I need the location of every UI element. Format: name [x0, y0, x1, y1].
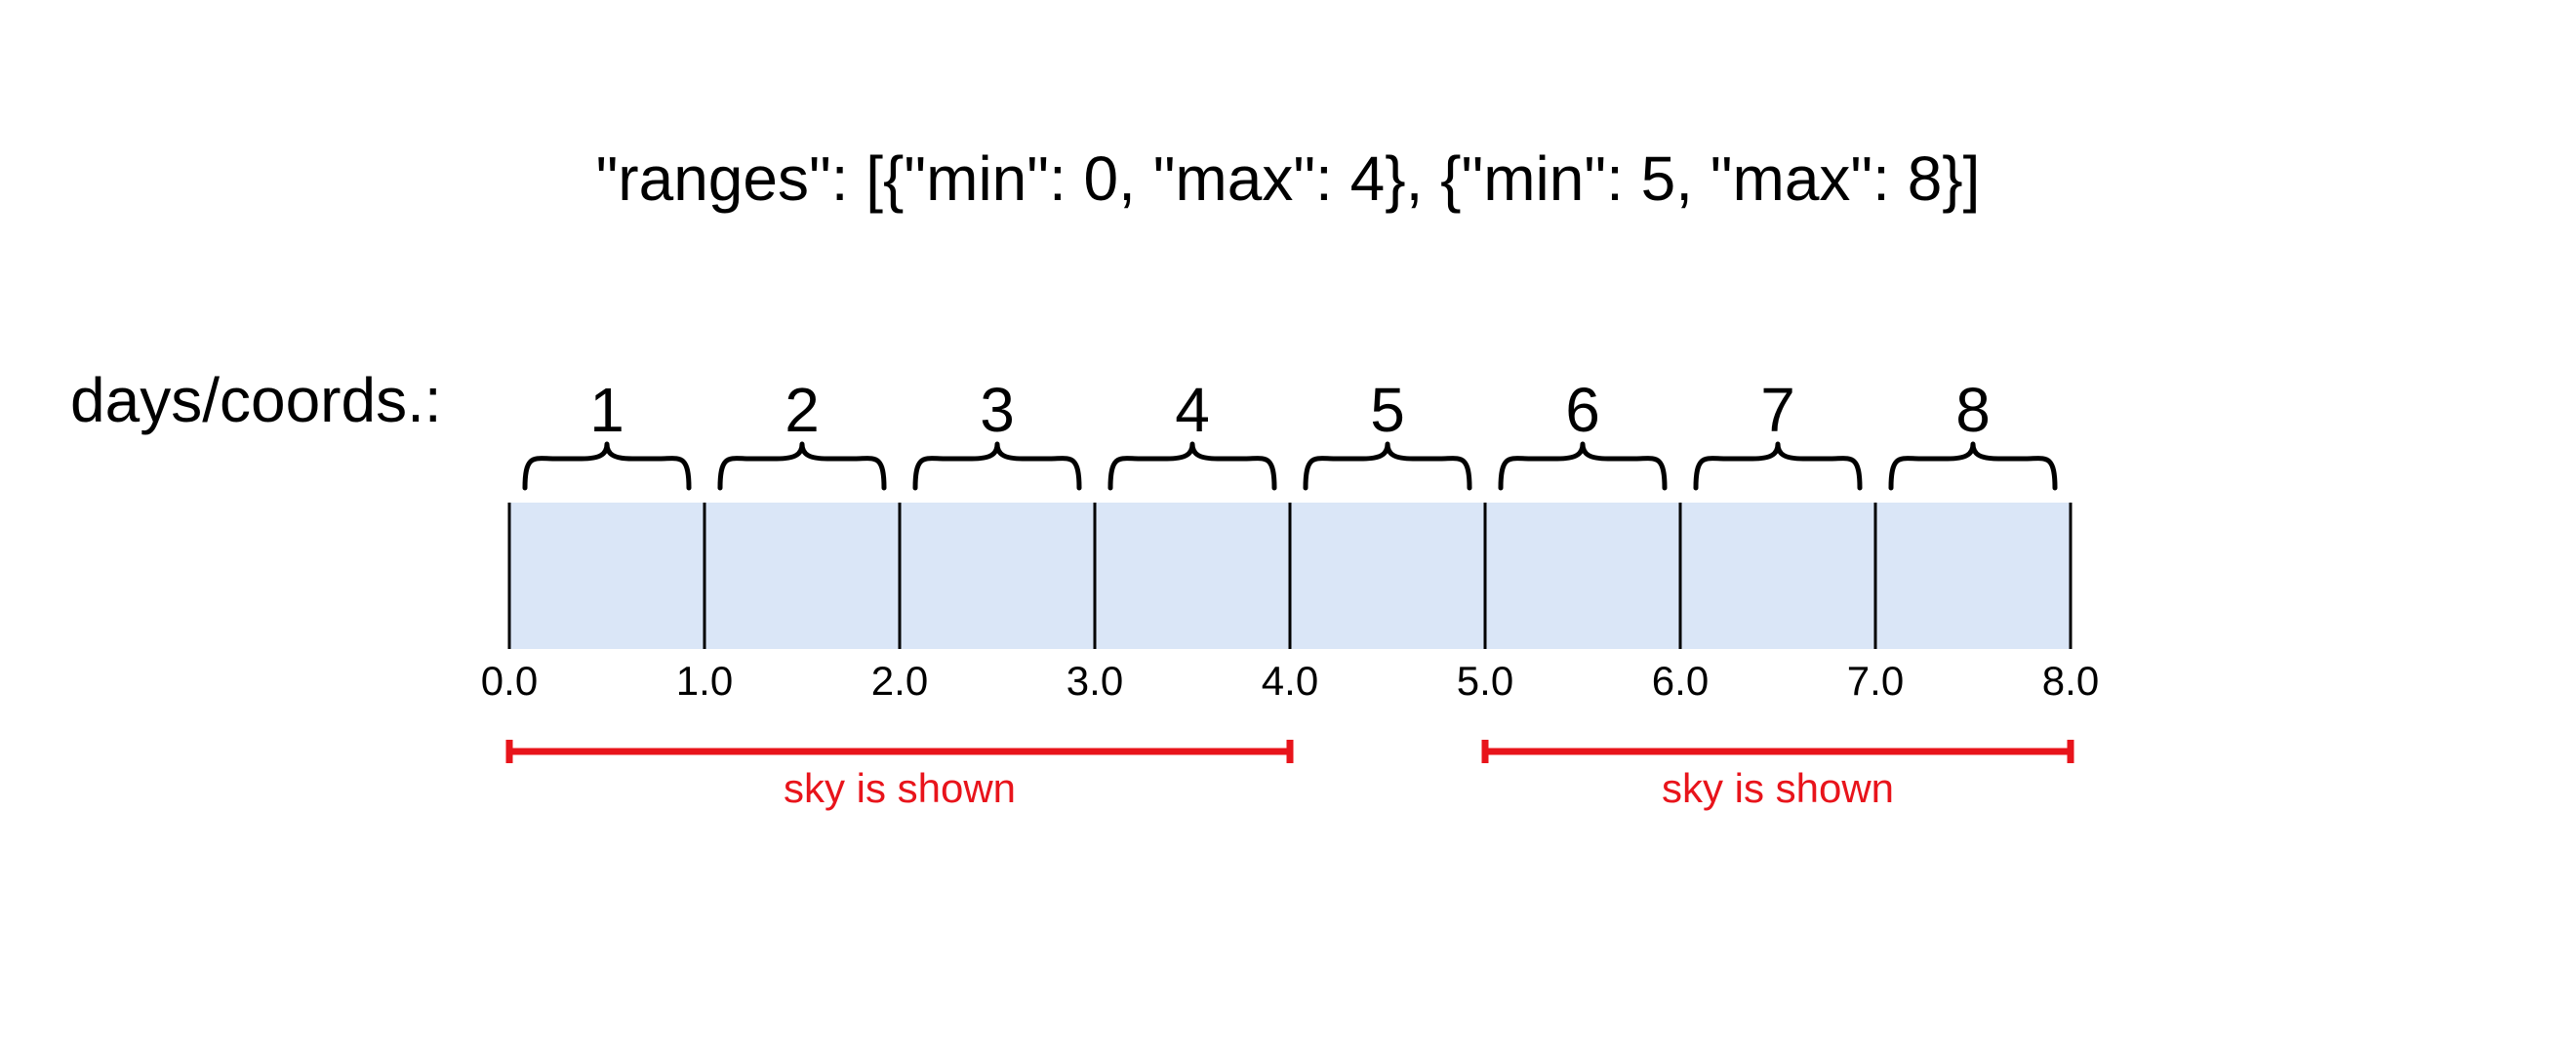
tick-label: 4.0 [1262, 658, 1318, 704]
day-number: 4 [1175, 375, 1210, 445]
day-number: 5 [1370, 375, 1405, 445]
range-bar: sky is shown [505, 740, 1294, 811]
range-label: sky is shown [784, 765, 1016, 811]
tick-label: 8.0 [2042, 658, 2099, 704]
day-cells [509, 503, 2071, 649]
tick-label: 7.0 [1847, 658, 1904, 704]
day-cell [1485, 503, 1680, 649]
curly-brace [717, 441, 887, 491]
shown-ranges: sky is shown sky is shown [505, 740, 2074, 811]
range-label: sky is shown [1662, 765, 1894, 811]
cell-dividers [507, 503, 2073, 649]
range-bar: sky is shown [1481, 740, 2074, 811]
curly-brace [1107, 441, 1277, 491]
curly-brace [1693, 441, 1863, 491]
day-cell [1290, 503, 1485, 649]
tick-label: 6.0 [1652, 658, 1709, 704]
curly-brace [1888, 441, 2058, 491]
day-cell [1680, 503, 1875, 649]
curly-brace [912, 441, 1082, 491]
curly-brace [1498, 441, 1668, 491]
day-numbers: 1 2 3 4 5 6 7 8 [589, 375, 1991, 445]
day-number: 3 [980, 375, 1015, 445]
day-cell [509, 503, 704, 649]
day-number: 6 [1565, 375, 1600, 445]
tick-label: 2.0 [871, 658, 928, 704]
tick-label: 0.0 [481, 658, 538, 704]
day-cell [704, 503, 900, 649]
day-number: 1 [589, 375, 624, 445]
day-cell [900, 503, 1095, 649]
day-number: 2 [785, 375, 820, 445]
coordinate-ticks: 0.0 1.0 2.0 3.0 4.0 5.0 6.0 7.0 8.0 [481, 658, 2099, 704]
day-cell [1095, 503, 1290, 649]
tick-label: 5.0 [1457, 658, 1513, 704]
curly-brace [1303, 441, 1472, 491]
day-number: 8 [1955, 375, 1991, 445]
day-cell [1875, 503, 2071, 649]
ranges-json-title: "ranges": [{"min": 0, "max": 4}, {"min":… [596, 143, 1981, 214]
day-number: 7 [1760, 375, 1795, 445]
day-braces [522, 441, 2058, 491]
tick-label: 3.0 [1067, 658, 1123, 704]
days-coords-label: days/coords.: [70, 365, 442, 435]
curly-brace [522, 441, 692, 491]
tick-label: 1.0 [676, 658, 733, 704]
